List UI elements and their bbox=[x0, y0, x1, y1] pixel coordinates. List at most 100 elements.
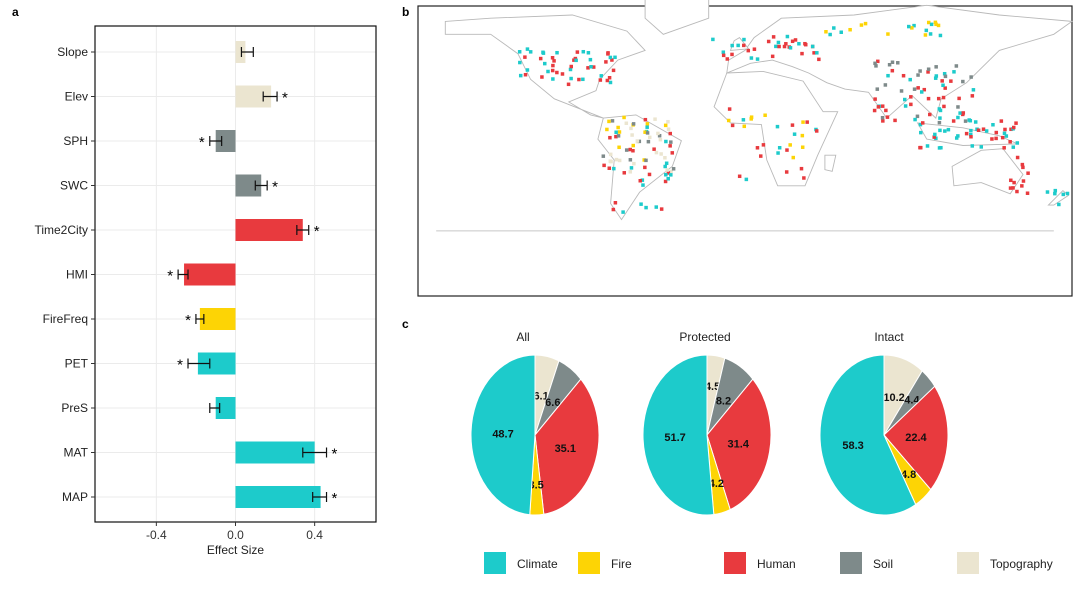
map-point-climate bbox=[669, 173, 673, 177]
map-point-human bbox=[1011, 125, 1016, 130]
map-point-human bbox=[943, 86, 947, 90]
map-point-fire bbox=[926, 20, 931, 25]
map-point-climate bbox=[1011, 145, 1016, 149]
map-point-fire bbox=[910, 26, 914, 30]
map-point-human bbox=[777, 44, 781, 49]
map-point-human bbox=[577, 77, 581, 82]
map-point-human bbox=[643, 117, 648, 122]
map-point-human bbox=[613, 201, 618, 205]
map-point-human bbox=[605, 78, 610, 83]
map-point-human bbox=[916, 86, 920, 90]
map-point-human bbox=[964, 131, 969, 136]
error-bar-PET bbox=[187, 358, 211, 369]
map-point-human bbox=[1014, 121, 1018, 125]
map-point-climate bbox=[984, 129, 989, 133]
map-point-soil bbox=[624, 148, 629, 152]
map-point-human bbox=[540, 75, 544, 79]
map-point-fire bbox=[642, 158, 646, 162]
map-point-soil bbox=[610, 119, 615, 123]
map-point-climate bbox=[903, 104, 908, 108]
map-point-human bbox=[1015, 155, 1020, 160]
map-point-human bbox=[608, 135, 612, 140]
map-point-climate bbox=[581, 49, 586, 54]
map-point-climate bbox=[551, 77, 555, 81]
map-point-fire bbox=[859, 23, 864, 27]
y-tick-label: Slope bbox=[57, 45, 88, 59]
map-point-topography bbox=[629, 126, 633, 131]
map-point-topography bbox=[658, 137, 663, 142]
map-point-soil bbox=[873, 61, 877, 66]
bar-MAT bbox=[235, 441, 315, 464]
map-point-human bbox=[941, 95, 946, 100]
legend-label-soil: Soil bbox=[873, 557, 893, 571]
map-point-human bbox=[884, 108, 888, 113]
map-point-climate bbox=[919, 130, 923, 135]
map-point-climate bbox=[1065, 191, 1070, 196]
map-point-human bbox=[755, 146, 760, 150]
map-point-climate bbox=[721, 50, 726, 54]
map-point-human bbox=[873, 97, 877, 101]
map-point-climate bbox=[971, 88, 976, 92]
map-point-climate bbox=[810, 44, 815, 49]
map-point-climate bbox=[938, 33, 943, 38]
map-point-climate bbox=[792, 132, 797, 136]
map-point-climate bbox=[1061, 192, 1066, 197]
map-point-human bbox=[569, 64, 573, 69]
error-bar-HMI bbox=[177, 269, 189, 280]
map-point-fire bbox=[607, 119, 611, 124]
map-point-climate bbox=[543, 61, 547, 66]
map-point-fire bbox=[663, 123, 668, 128]
map-point-climate bbox=[664, 139, 668, 144]
map-point-climate bbox=[755, 57, 760, 61]
map-point-human bbox=[1009, 178, 1013, 183]
map-point-soil bbox=[896, 61, 900, 65]
map-point-climate bbox=[741, 118, 746, 122]
error-bar-Time2City bbox=[296, 225, 310, 235]
map-point-climate bbox=[1057, 202, 1061, 207]
map-point-climate bbox=[711, 37, 715, 42]
map-point-human bbox=[936, 96, 941, 101]
pie-label-climate: 51.7 bbox=[664, 432, 685, 444]
map-point-human bbox=[659, 207, 664, 211]
map-point-climate bbox=[946, 127, 951, 132]
map-point-climate bbox=[954, 136, 959, 140]
map-point-human bbox=[969, 135, 973, 139]
significance-star: * bbox=[282, 90, 288, 107]
map-point-soil bbox=[899, 89, 904, 93]
map-point-climate bbox=[918, 122, 923, 127]
map-point-climate bbox=[969, 128, 973, 133]
error-bar-MAP bbox=[312, 492, 328, 502]
significance-star: * bbox=[332, 446, 338, 463]
error-bar-Elev bbox=[262, 91, 278, 102]
map-point-climate bbox=[525, 68, 530, 72]
map-point-human bbox=[721, 53, 726, 58]
legend: Climate Fire Human Soil Topography bbox=[484, 552, 1053, 574]
map-point-climate bbox=[929, 22, 934, 27]
map-point-climate bbox=[913, 117, 917, 122]
legend-swatch-soil bbox=[840, 552, 862, 574]
map-point-human bbox=[976, 128, 981, 133]
map-point-fire bbox=[824, 30, 828, 34]
map-point-human bbox=[919, 145, 923, 150]
map-point-climate bbox=[1053, 191, 1057, 196]
map-point-human bbox=[555, 70, 559, 75]
legend-swatch-fire bbox=[578, 552, 600, 574]
map-point-soil bbox=[956, 105, 960, 109]
pie-label-soil: 8.2 bbox=[716, 396, 731, 408]
map-point-human bbox=[800, 51, 804, 56]
map-point-human bbox=[622, 171, 627, 175]
map-point-climate bbox=[664, 161, 669, 166]
map-point-human bbox=[573, 56, 578, 61]
legend-label-climate: Climate bbox=[517, 557, 558, 571]
y-tick-label: PET bbox=[65, 357, 89, 371]
map-point-topography bbox=[624, 121, 629, 126]
x-tick-label: 0.4 bbox=[306, 528, 323, 542]
map-point-climate bbox=[654, 205, 659, 209]
map-point-human bbox=[761, 143, 766, 147]
pie-label-human: 35.1 bbox=[555, 443, 576, 455]
map-point-topography bbox=[632, 161, 636, 166]
map-point-human bbox=[551, 63, 555, 68]
map-point-human bbox=[611, 207, 616, 212]
map-point-human bbox=[550, 68, 555, 73]
map-point-human bbox=[628, 147, 633, 152]
